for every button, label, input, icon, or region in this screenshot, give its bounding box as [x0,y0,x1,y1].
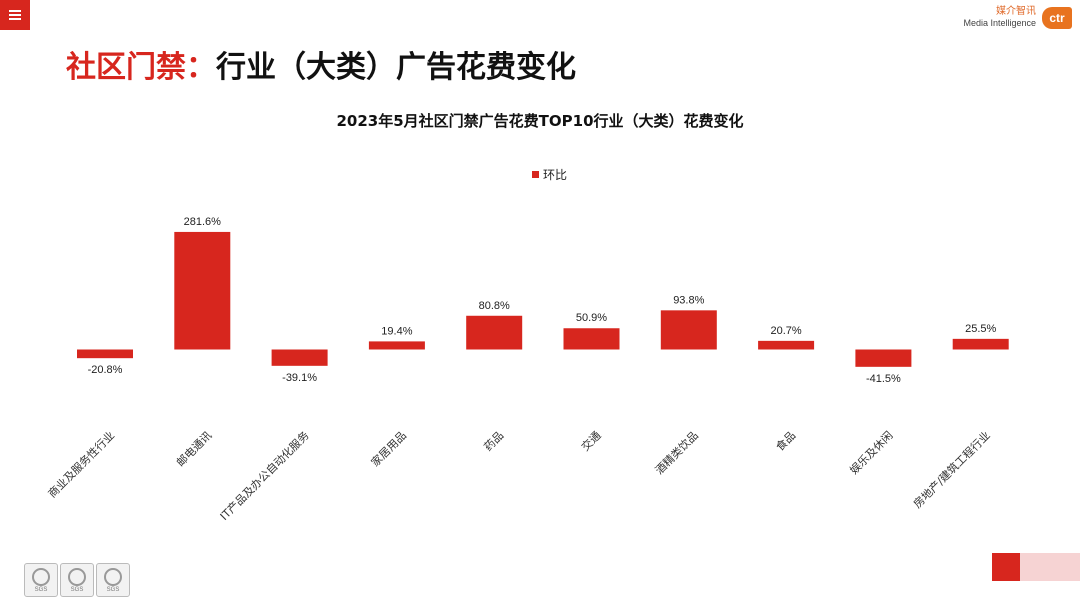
bar-5 [466,315,523,350]
bar-6 [563,328,620,350]
category-label-8: 食品 [773,428,798,453]
category-label-3: IT产品及办公自动化服务 [217,428,312,523]
data-label-6: 50.9% [576,312,607,324]
category-label-5: 药品 [482,429,507,454]
ctr-logo: ctr [1042,6,1072,29]
brand-logo-block: 媒介智讯 Media Intelligence ctr [963,6,1072,29]
page-title-accent: 社区门禁： [66,50,216,85]
category-label-10: 房地产/建筑工程行业 [910,428,993,511]
category-label-4: 家居用品 [368,428,409,469]
data-label-7: 93.8% [673,294,704,306]
bar-2 [174,231,231,350]
bar-8 [758,340,815,350]
category-label-2: 邮电通讯 [174,429,214,469]
category-label-7: 酒精类饮品 [652,428,701,477]
sgs-badge: SGS [60,563,94,597]
page-title: 社区门禁：行业（大类）广告花费变化 [66,48,576,88]
page-title-rest: 行业（大类）广告花费变化 [216,50,576,85]
bar-1 [77,349,133,359]
legend-label: 环比 [543,168,568,182]
category-label-9: 娱乐及休闲 [847,428,896,477]
data-label-1: -20.8% [88,364,123,376]
bar-7 [660,310,717,350]
data-label-10: 25.5% [965,323,996,335]
bar-4 [368,341,425,350]
category-label-6: 交通 [578,428,603,453]
data-label-2: 281.6% [184,216,222,228]
hamburger-icon [9,8,21,22]
footer-accent-red [992,553,1020,581]
menu-button[interactable] [0,0,30,30]
bar-3 [271,349,328,366]
sgs-badge: SGS [24,563,58,597]
bar-10 [952,338,1009,350]
data-label-8: 20.7% [770,325,801,337]
legend-swatch [532,171,539,178]
data-label-9: -41.5% [866,373,901,385]
category-label-1: 商业及服务性行业 [45,428,117,500]
data-label-3: -39.1% [282,372,317,384]
chart-legend: 环比 [532,166,567,183]
certification-badges: SGS SGS SGS [24,563,132,597]
chart-title: 2023年5月社区门禁广告花费TOP10行业（大类）花费变化 [336,112,744,130]
brand-name-cn: 媒介智讯 [996,6,1036,17]
bar-9 [855,349,912,367]
data-label-5: 80.8% [479,300,510,312]
sgs-badge: SGS [96,563,130,597]
brand-name-en: Media Intelligence [963,18,1036,28]
footer-accent-pink [1020,553,1080,581]
data-label-4: 19.4% [381,325,412,337]
